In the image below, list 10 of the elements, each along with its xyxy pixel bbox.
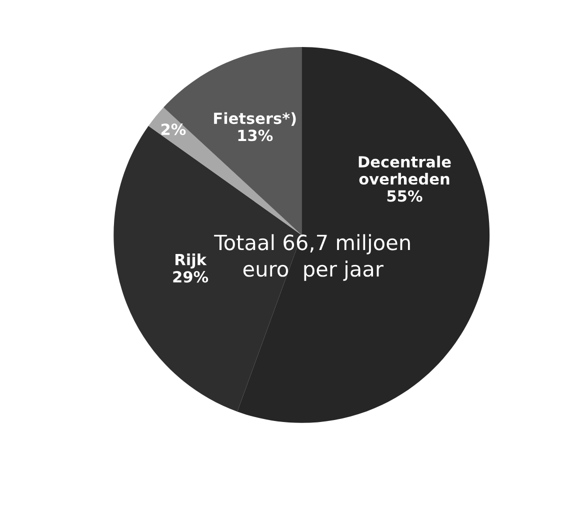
slice-label: Rijk (176, 254, 207, 268)
text: Totaal 66,7 miljoen euro per jaar (214, 234, 410, 281)
slice-label: Fietsers*) (214, 112, 296, 126)
pie-slice (148, 107, 302, 235)
data-label: 13% (238, 130, 273, 142)
data-label: 29% (173, 271, 208, 283)
slice-label: Decentrale overheden (358, 156, 451, 185)
pie-slice (164, 46, 302, 235)
data-label: 2% (161, 124, 186, 136)
data-label: 55% (387, 190, 422, 202)
